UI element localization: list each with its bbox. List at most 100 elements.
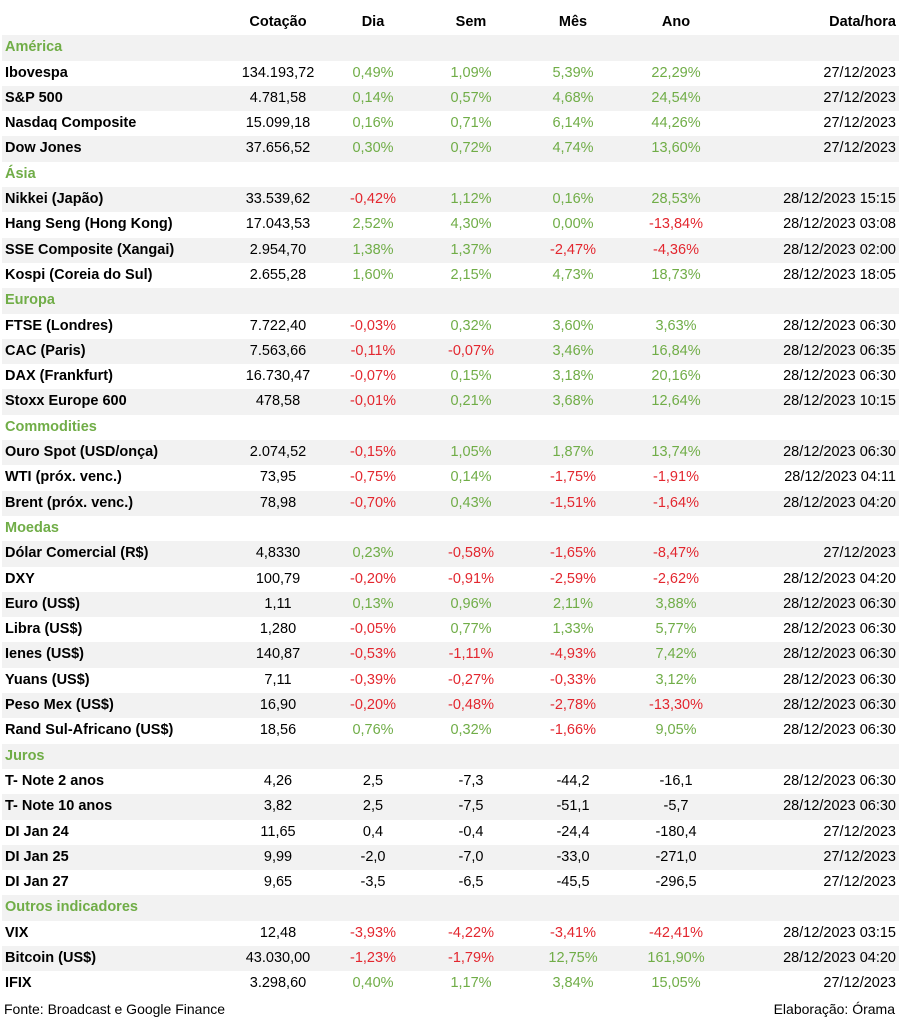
cell-dia: 2,5 [326,794,420,820]
cell-ano: -1,64% [624,490,728,516]
cell-sem: 0,77% [450,621,492,638]
cell-cotacao: 3,82 [230,794,326,820]
cell-ano: 12,64% [624,389,728,415]
cell-dia: -3,93% [350,924,396,941]
cell-data-hora: 28/12/2023 03:08 [783,216,896,233]
table-row: DXY 100,79 -0,20% -0,91% -2,59% -2,62% 28/12/2… [2,567,899,592]
cell-sem: 1,37% [420,237,522,263]
cell-sem: -4,22% [448,924,494,941]
cell-mes: 0,16% [522,187,624,213]
cell-dia: -0,20% [350,570,396,587]
cell-dia: 2,5 [362,772,384,789]
table-row: IFIX 3.298,60 0,40% 1,17% 3,84% 15,05% 27/12/2… [2,971,899,996]
cell-sem: -0,91% [448,570,494,587]
row-name: T- Note 2 anos [5,772,105,789]
cell-cotacao: 78,98 [230,490,326,516]
table-body: América Ibovespa 134.193,72 0,49% 1,09% 5,39%… [2,35,899,996]
cell-mes: -1,75% [550,469,596,486]
cell-dia: -0,53% [326,642,420,668]
cell-data-hora: 27/12/2023 [823,975,896,992]
cell-cotacao: 18,56 [259,722,297,739]
row-name: Libra (US$) [5,621,83,638]
cell-ano: 22,29% [651,64,701,81]
cell-cotacao: 100,79 [255,570,301,587]
cell-dia: -3,5 [360,874,386,891]
cell-ano: -2,62% [653,570,699,587]
cell-cotacao: 9,99 [230,844,326,871]
row-name: Kospi (Coreia do Sul) [5,266,153,283]
cell-dia: 0,76% [352,722,394,739]
cell-data-hora: 28/12/2023 06:30 [728,440,899,466]
table-row: Peso Mex (US$) 16,90 -0,20% -0,48% -2,78% -13… [2,693,899,719]
table-row: WTI (próx. venc.) 73,95 -0,75% 0,14% -1,75% -… [2,465,899,490]
row-name: Stoxx Europe 600 [2,389,230,415]
table-row: DI Jan 27 9,65 -3,5 -6,5 -45,5 -296,5 27/12/20… [2,870,899,895]
cell-ano: -4,36% [624,237,728,263]
cell-mes: 3,68% [522,389,624,415]
section-row: Commodities [2,415,899,440]
cell-data-hora: 27/12/2023 [728,844,899,871]
cell-dia: -0,11% [326,338,420,365]
cell-ano: 9,05% [655,722,697,739]
cell-data-hora: 28/12/2023 06:30 [728,794,899,820]
cell-dia: 0,16% [352,115,394,132]
cell-dia: 0,23% [326,541,420,567]
cell-sem: 0,57% [420,85,522,112]
row-name: Ibovespa [5,64,68,81]
cell-data-hora: 27/12/2023 [823,874,896,891]
cell-data-hora: 27/12/2023 [823,823,896,840]
cell-mes: -2,78% [522,693,624,719]
cell-ano: 3,88% [624,591,728,618]
cell-mes: -44,2 [556,772,590,789]
cell-cotacao: 17.043,53 [245,216,311,233]
cell-dia: 1,38% [326,237,420,263]
row-name: Hang Seng (Hong Kong) [5,216,173,233]
table-row: Yuans (US$) 7,11 -0,39% -0,27% -0,33% 3,12% 28… [2,668,899,693]
cell-data-hora: 28/12/2023 15:15 [728,187,899,213]
table-row: Bitcoin (US$) 43.030,00 -1,23% -1,79% 12,75%… [2,945,899,972]
table-row: Nasdaq Composite 15.099,18 0,16% 0,71% 6,14%… [2,111,899,136]
cell-sem: 0,21% [420,389,522,415]
cell-mes: 12,75% [522,945,624,972]
cell-cotacao: 43.030,00 [230,945,326,972]
cell-mes: 3,84% [552,975,594,992]
market-table: Cotação Dia Sem Mês Ano Data/hora Améric… [2,10,899,997]
cell-ano: 161,90% [624,945,728,972]
cell-cotacao: 2.954,70 [230,237,326,263]
cell-cotacao: 15.099,18 [245,115,311,132]
cell-mes: -33,0 [522,844,624,871]
cell-cotacao: 1,11 [230,591,326,618]
cell-dia: -0,75% [350,469,396,486]
cell-ano: 3,12% [655,671,697,688]
cell-ano: -180,4 [655,823,697,840]
table-row: DI Jan 25 9,99 -2,0 -7,0 -33,0 -271,0 27/12/20… [2,844,899,871]
cell-mes: -24,4 [556,823,590,840]
row-name: DI Jan 25 [2,844,230,871]
table-row: S&P 500 4.781,58 0,14% 0,57% 4,68% 24,54% 27/1… [2,85,899,112]
section-row: Moedas [2,516,899,541]
cell-sem: 0,71% [450,115,492,132]
cell-sem: 0,15% [450,368,492,385]
row-name: FTSE (Londres) [5,317,113,334]
row-name: Ouro Spot (USD/onça) [2,440,230,466]
cell-mes: 2,11% [522,591,624,618]
cell-data-hora: 28/12/2023 04:20 [728,945,899,972]
cell-data-hora: 27/12/2023 [823,115,896,132]
table-row: Hang Seng (Hong Kong) 17.043,53 2,52% 4,30%… [2,212,899,237]
cell-ano: 3,63% [655,317,697,334]
cell-dia: -0,42% [326,187,420,213]
section-row: Juros [2,743,899,769]
cell-sem: 0,14% [450,469,492,486]
row-name: Brent (próx. venc.) [2,490,230,516]
cell-dia: 0,40% [352,975,394,992]
table-row: VIX 12,48 -3,93% -4,22% -3,41% -42,41% 28/12/2… [2,921,899,946]
row-name: Dow Jones [2,136,230,162]
cell-mes: -45,5 [556,874,590,891]
cell-cotacao: 7,11 [264,671,292,688]
cell-dia: -0,70% [326,490,420,516]
cell-data-hora: 28/12/2023 03:15 [783,924,896,941]
cell-data-hora: 28/12/2023 06:30 [783,722,896,739]
cell-cotacao: 9,65 [263,874,293,891]
cell-mes: -1,51% [522,490,624,516]
cell-cotacao: 11,65 [260,823,296,840]
